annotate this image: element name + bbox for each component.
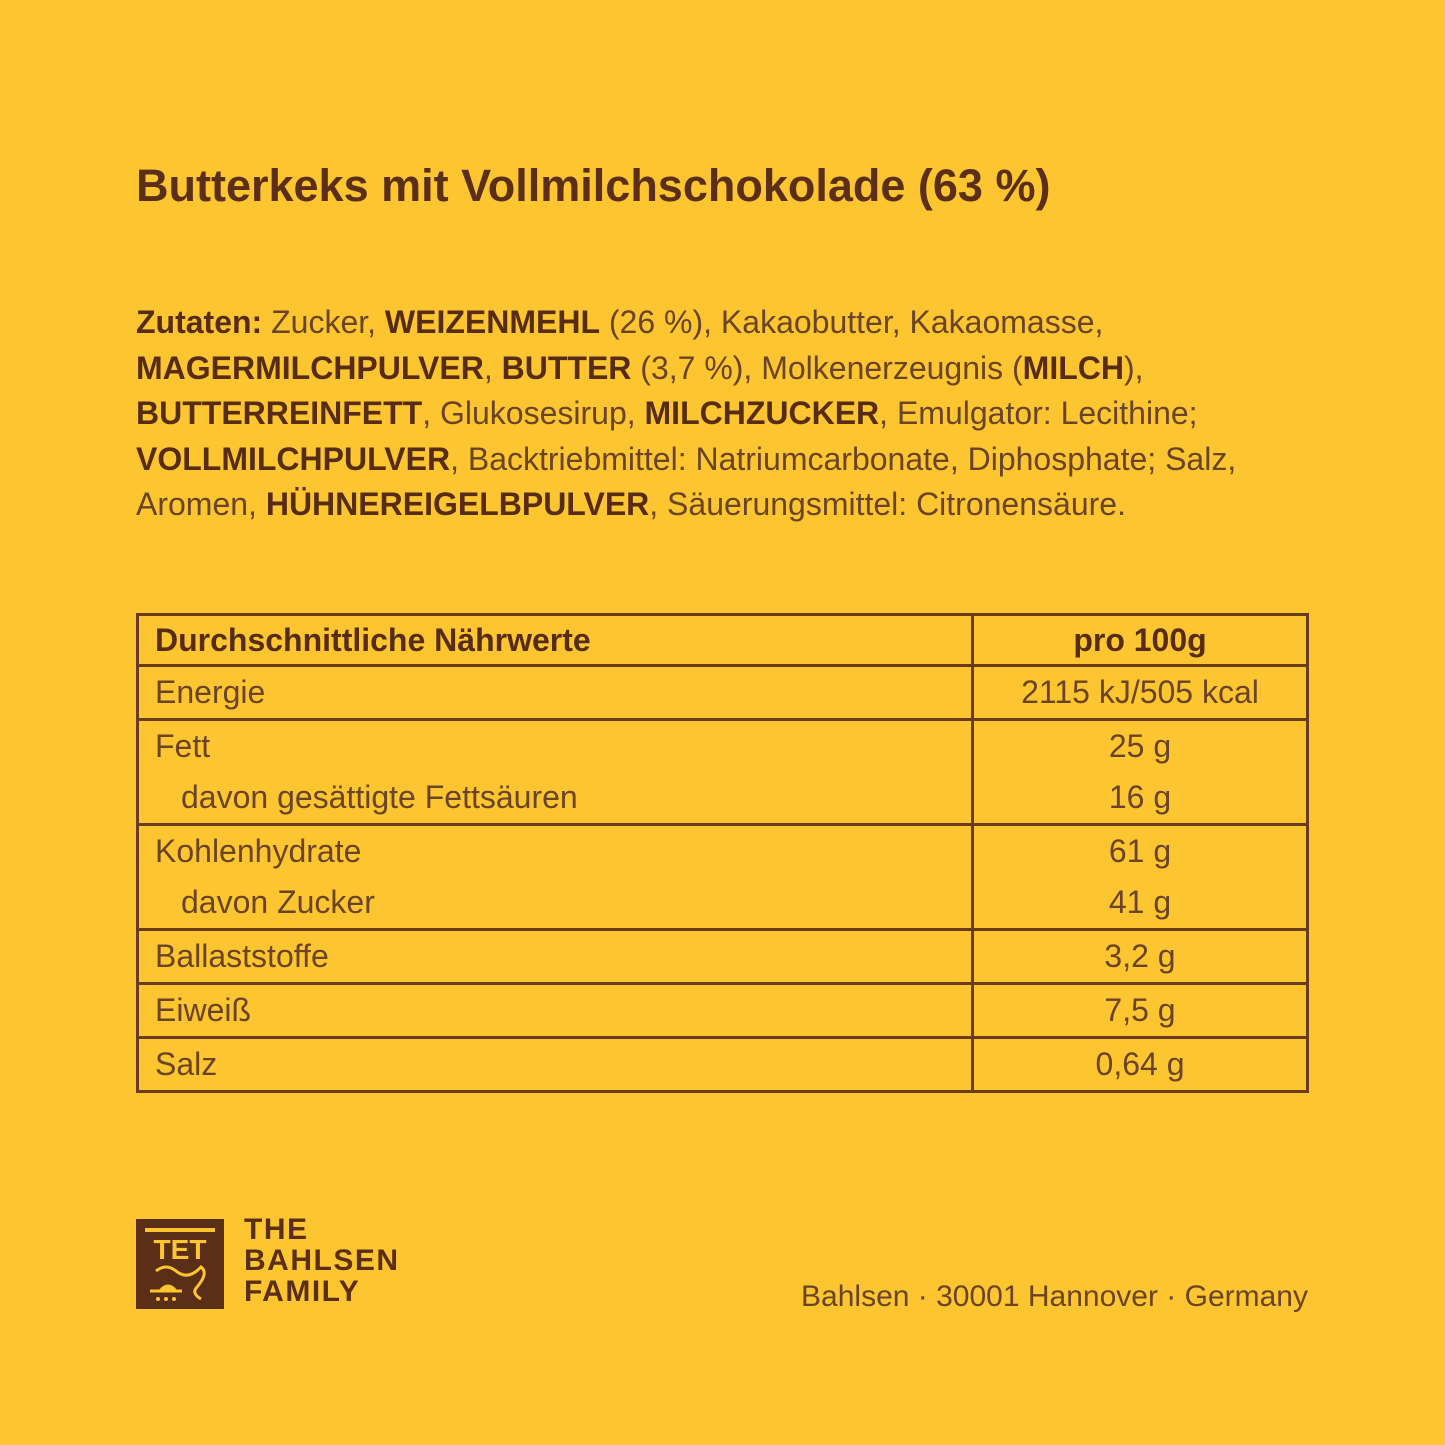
nutrient-value: 7,5 g [971, 982, 1309, 1039]
nutrient-name: davon gesättigte Fettsäuren [181, 779, 578, 815]
ingredient-allergen: MILCHZUCKER [644, 395, 880, 431]
nutrition-header-row: Durchschnittliche Nährwerte pro 100g [136, 613, 1309, 667]
nutrition-row: Salz 0,64 g [136, 1036, 1309, 1093]
nutrient-name: Ballaststoffe [155, 938, 329, 974]
nutrient-amount: 2115 kJ/505 kcal [1021, 674, 1259, 710]
nutrient-name: Energie [155, 674, 266, 710]
nutrient-label: Kohlenhydrate davon Zucker [136, 823, 974, 931]
nutrition-row: Kohlenhydrate davon Zucker 61 g 41 g [136, 823, 1309, 931]
ingredient-allergen: BUTTERREINFETT [136, 395, 423, 431]
nutrient-name: Kohlenhydrate [155, 833, 362, 869]
nutrient-name: davon Zucker [181, 884, 375, 920]
nutrient-amount: 7,5 g [1104, 992, 1176, 1028]
ingredient-text: , Glukosesirup, [422, 395, 645, 431]
nutrient-label: Ballaststoffe [136, 928, 974, 985]
ingredient-allergen: MILCH [1022, 349, 1124, 386]
nutrient-value: 3,2 g [971, 928, 1309, 985]
ingredient-text: , Backtriebmittel: Natriumcarbonate, Dip… [136, 440, 1237, 523]
ingredient-text: (3,7 %), Molkenerzeugnis ( [631, 349, 1023, 386]
nutrient-label: Eiweiß [136, 982, 974, 1039]
nutrient-amount: 0,64 g [1095, 1046, 1185, 1082]
manufacturer-address: Bahlsen · 30001 Hannover · Germany [801, 1280, 1308, 1313]
svg-text:TET: TET [154, 1234, 207, 1265]
ingredient-allergen: HÜHNEREIGELBPULVER [265, 486, 650, 522]
ingredient-text: (26 %), Kakaobutter, Kakaomasse, [600, 304, 1104, 340]
ingredient-allergen: VOLLMILCHPULVER [136, 440, 451, 477]
nutrition-row: Fett davon gesättigte Fettsäuren 25 g 16 g [136, 718, 1309, 826]
ingredient-allergen: WEIZENMEHL [384, 304, 600, 340]
nutrient-amount: 3,2 g [1104, 938, 1176, 974]
nutrient-label: Salz [136, 1036, 974, 1093]
nutrient-value: 2115 kJ/505 kcal [971, 664, 1309, 721]
nutrition-row: Ballaststoffe 3,2 g [136, 928, 1309, 985]
ingredient-allergen: Zutaten: [136, 304, 263, 340]
ingredient-text: , Säuerungsmittel: Citronensäure. [649, 486, 1126, 522]
nutrient-label: Fett davon gesättigte Fettsäuren [136, 718, 974, 826]
brand-name: THE BAHLSEN FAMILY [244, 1214, 400, 1307]
brand-line: THE [244, 1213, 309, 1246]
ingredient-text: ), [1123, 349, 1144, 386]
nutrient-value: 61 g 41 g [971, 823, 1309, 931]
nutrient-value: 25 g 16 g [971, 718, 1309, 826]
ingredient-allergen: BUTTER [501, 349, 632, 386]
nutrition-table: Durchschnittliche Nährwerte pro 100g Ene… [136, 613, 1309, 1093]
nutrient-value: 0,64 g [971, 1036, 1309, 1093]
bahlsen-logo: TET [136, 1219, 224, 1309]
ingredient-text: Zucker, [262, 304, 385, 340]
product-title: Butterkeks mit Vollmilchschokolade (63 %… [136, 160, 1051, 211]
ingredient-text: , [483, 349, 502, 386]
nutrient-amount: 61 g [1108, 833, 1172, 869]
nutrient-name: Fett [155, 728, 211, 764]
nutrient-amount: 16 g [1108, 779, 1172, 815]
nutrient-name: Eiweiß [155, 992, 252, 1028]
nutrient-amount: 25 g [1108, 728, 1172, 764]
nutrient-name: Salz [155, 1046, 218, 1082]
nutrition-row: Energie 2115 kJ/505 kcal [136, 664, 1309, 721]
nutrient-amount: 41 g [1108, 884, 1172, 920]
ingredient-text: , Emulgator: Lecithine; [879, 395, 1198, 431]
nutrition-header-label: Durchschnittliche Nährwerte [136, 613, 974, 667]
ingredient-allergen: MAGERMILCHPULVER [136, 349, 484, 386]
brand-line: FAMILY [244, 1275, 361, 1308]
nutrition-header-value: pro 100g [971, 613, 1309, 667]
ingredients-list: Zutaten: Zucker, WEIZENMEHL (26 %), Kaka… [136, 300, 1306, 528]
nutrition-row: Eiweiß 7,5 g [136, 982, 1309, 1039]
nutrient-label: Energie [136, 664, 974, 721]
brand-line: BAHLSEN [244, 1244, 400, 1277]
